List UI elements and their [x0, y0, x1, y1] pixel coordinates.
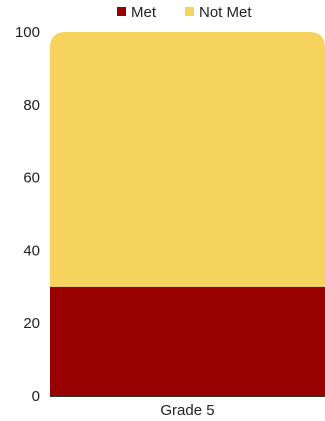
legend-swatch-not-met: [185, 7, 194, 16]
legend-label-met: Met: [131, 4, 157, 21]
bars-group: [50, 32, 325, 396]
y-tick-label: 40: [23, 242, 40, 259]
x-category-label: Grade 5: [160, 402, 214, 419]
y-tick-label: 60: [23, 170, 40, 187]
y-tick-label: 80: [23, 97, 40, 114]
y-axis: 0 20 40 60 80 100: [15, 24, 40, 405]
y-tick-label: 0: [32, 388, 40, 405]
y-tick-label: 100: [15, 24, 40, 41]
bar-segment-met: [50, 286, 325, 396]
legend-swatch-met: [117, 7, 126, 16]
legend-label-not-met: Not Met: [199, 4, 252, 21]
chart-legend: Met Not Met: [117, 4, 252, 21]
y-tick-label: 20: [23, 315, 40, 332]
bar-segment-not-met: [50, 32, 325, 287]
x-axis: Grade 5: [50, 396, 325, 419]
